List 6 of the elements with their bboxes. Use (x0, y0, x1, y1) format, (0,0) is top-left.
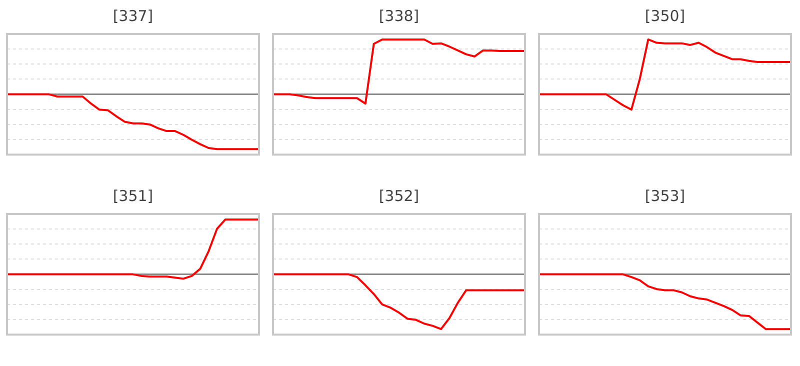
chart-title: [337] (112, 6, 154, 27)
chart-title: [338] (378, 6, 420, 27)
chart-title: [350] (644, 6, 686, 27)
chart-title: [352] (378, 186, 420, 207)
chart-title: [353] (644, 186, 686, 207)
chart-title: [351] (112, 186, 154, 207)
